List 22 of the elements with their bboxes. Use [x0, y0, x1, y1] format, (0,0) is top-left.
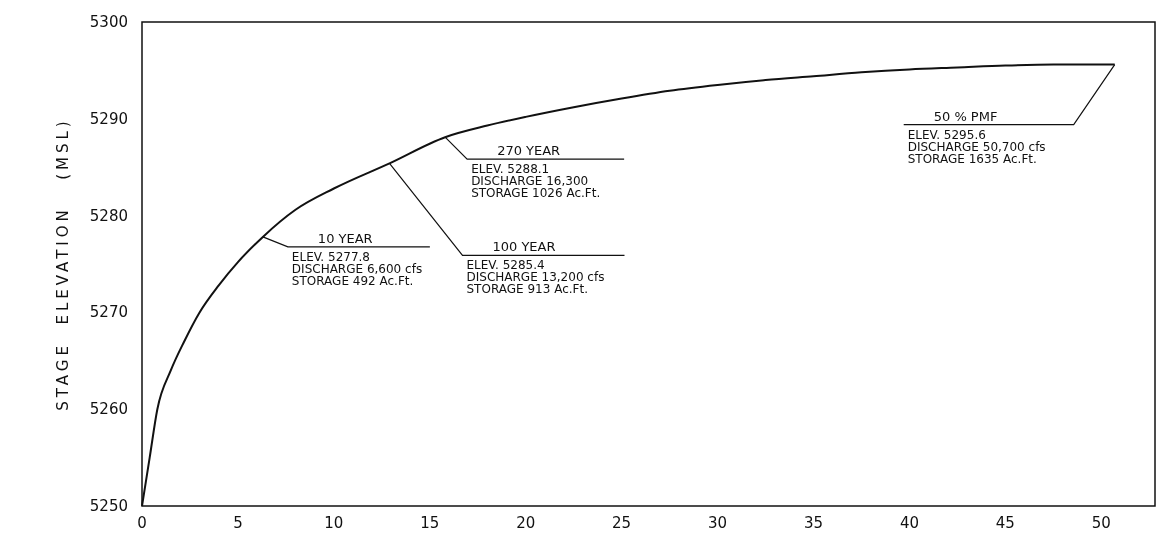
y-axis-title: STAGE ELEVATION (MSL)	[54, 117, 72, 411]
x-tick-label: 5	[233, 514, 243, 532]
y-tick-label: 5260	[89, 400, 128, 419]
y-tick-label: 5250	[89, 497, 128, 515]
y-tick-label: 5290	[89, 109, 128, 128]
annotation: 270 YEAR ELEV. 5288.1 DISCHARGE 16,300 STORAGE 1026 Ac.Ft.	[471, 143, 601, 201]
x-tick-label: 25	[612, 514, 632, 532]
x-tick-label: 30	[708, 514, 728, 532]
x-tick-label: 35	[803, 514, 824, 532]
x-tick-label: 45	[995, 514, 1015, 532]
annotation: 100 YEAR ELEV. 5285.4 DISCHARGE 13,200 cfs STORAGE 913 Ac.Ft.	[466, 239, 605, 297]
annotation: 10 YEAR ELEV. 5277.8 DISCHARGE 6,600 cfs STORAGE 492 Ac.Ft.	[291, 230, 423, 288]
y-tick-label: 5300	[89, 13, 128, 31]
x-tick-label: 15	[420, 514, 440, 532]
x-tick-label: 10	[324, 514, 344, 532]
y-tick-label: 5280	[89, 206, 128, 225]
x-tick-label: 40	[899, 514, 919, 532]
y-tick-label: 5270	[89, 303, 128, 322]
x-tick-label: 50	[1091, 514, 1111, 532]
annotation: 50 % PMF ELEV. 5295.6 DISCHARGE 50,700 cfs STORAGE 1635 Ac.Ft.	[907, 108, 1046, 166]
x-tick-label: 0	[137, 514, 147, 532]
x-tick-label: 20	[516, 514, 536, 532]
